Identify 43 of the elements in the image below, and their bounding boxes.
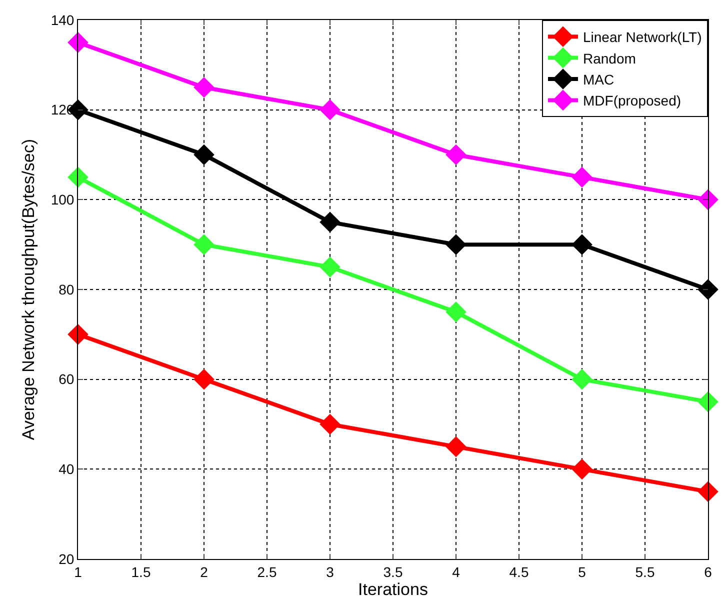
point <box>698 391 718 412</box>
point <box>320 99 340 120</box>
legend-label: Linear Network(LT) <box>583 29 702 46</box>
legend-label: Random <box>583 50 636 66</box>
x-tick-label: 4.5 <box>509 564 529 580</box>
y-tick-label: 20 <box>58 550 74 567</box>
point <box>320 212 340 233</box>
point <box>194 144 214 166</box>
point <box>698 481 718 502</box>
x-tick-label: 3.5 <box>383 564 403 580</box>
point <box>698 189 718 210</box>
x-tick-label: 5 <box>578 564 586 580</box>
x-tick-label: 2 <box>200 564 208 580</box>
point <box>446 144 466 166</box>
point <box>194 234 214 255</box>
x-tick-label: 1.5 <box>131 564 151 580</box>
point <box>320 256 340 278</box>
x-tick-label: 4 <box>452 564 460 580</box>
x-tick-label: 2.5 <box>257 564 277 580</box>
point <box>320 414 340 435</box>
y-tick-label: 60 <box>58 371 74 388</box>
x-axis-title: Iterations <box>358 580 428 600</box>
point <box>572 234 592 255</box>
point <box>194 368 214 390</box>
point <box>194 76 214 98</box>
point <box>446 234 466 255</box>
legend-label: MDF(proposed) <box>583 92 682 109</box>
point <box>572 458 592 480</box>
y-tick-label: 40 <box>58 461 74 478</box>
x-tick-label: 3 <box>326 564 334 580</box>
y-axis-title: Average Network throughput(Bytes/sec) <box>19 138 38 440</box>
point <box>572 368 592 390</box>
x-tick-label: 1 <box>74 564 82 580</box>
x-tick-label: 5.5 <box>635 564 655 580</box>
y-tick-label: 100 <box>50 192 74 208</box>
point <box>68 166 88 188</box>
point <box>446 436 466 458</box>
legend-label: MAC <box>583 71 614 88</box>
x-tick-label: 6 <box>704 564 712 580</box>
y-tick-label: 80 <box>58 281 74 298</box>
point <box>446 302 466 322</box>
point <box>572 166 592 188</box>
y-tick-label: 140 <box>50 12 74 28</box>
